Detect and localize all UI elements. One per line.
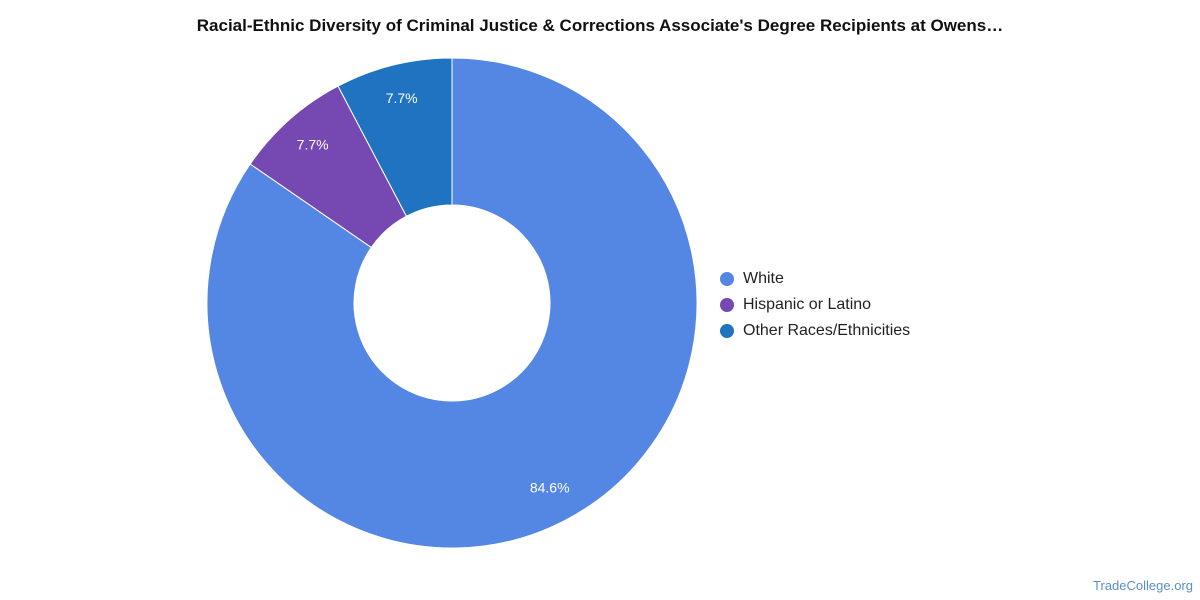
legend-label-white: White (743, 270, 784, 287)
slice-label-white: 84.6% (530, 480, 570, 496)
watermark-link[interactable]: TradeCollege.org (1093, 578, 1193, 593)
legend-label-other: Other Races/Ethnicities (743, 322, 911, 339)
legend: White Hispanic or Latino Other Races/Eth… (720, 266, 910, 344)
labels-group: 84.6% 7.7% 7.7% (297, 90, 570, 496)
slice-other[interactable] (337, 57, 453, 217)
slices-group (206, 57, 698, 549)
slice-white[interactable] (206, 57, 698, 549)
legend-swatch-white (720, 272, 734, 286)
slice-label-hispanic: 7.7% (297, 137, 329, 153)
chart-title: Racial-Ethnic Diversity of Criminal Just… (196, 16, 1004, 35)
legend-label-hispanic: Hispanic or Latino (743, 296, 872, 313)
legend-item-hispanic[interactable]: Hispanic or Latino (720, 292, 910, 318)
legend-item-other[interactable]: Other Races/Ethnicities (720, 318, 910, 344)
legend-swatch-hispanic (720, 298, 734, 312)
legend-swatch-other (720, 324, 734, 338)
slice-label-other: 7.7% (386, 90, 418, 106)
legend-item-white[interactable]: White (720, 266, 910, 292)
